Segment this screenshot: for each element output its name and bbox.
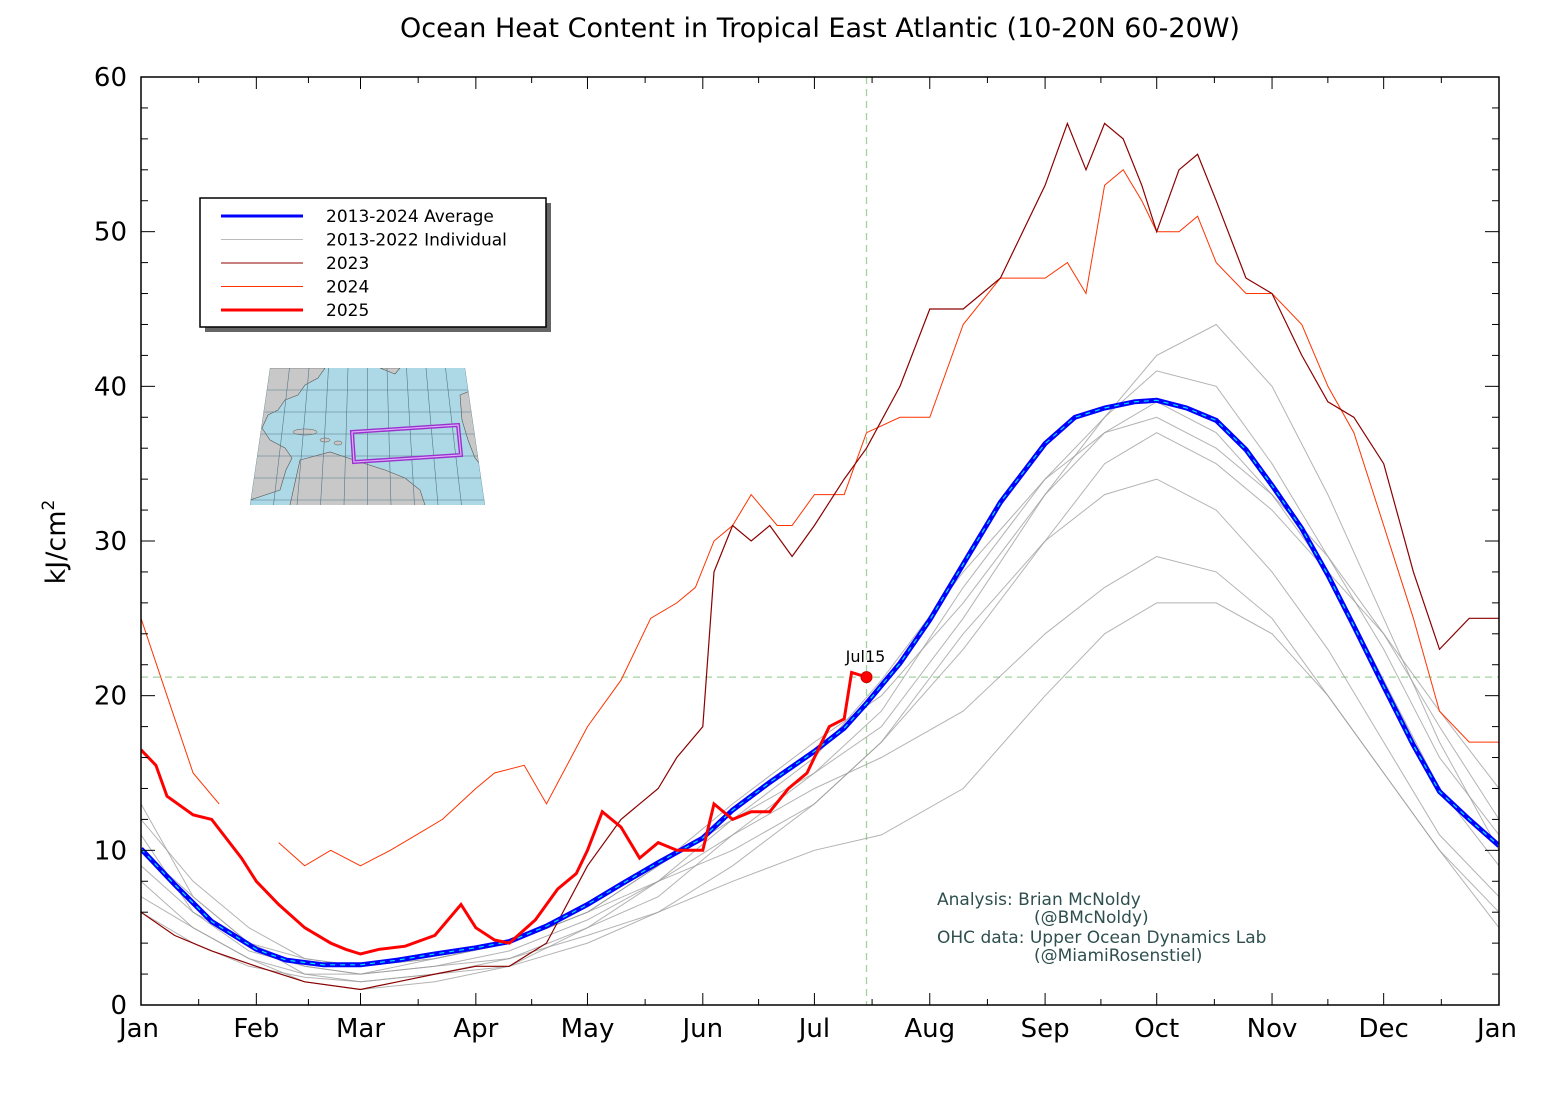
y-tick-label: 40 xyxy=(94,372,127,402)
series-2025-line xyxy=(141,670,867,956)
y-axis-label: kJ/cm2 xyxy=(39,500,72,585)
x-tick-label: Aug xyxy=(904,1014,955,1044)
x-tick-label: Mar xyxy=(336,1014,385,1044)
x-tick-label: Oct xyxy=(1134,1014,1179,1044)
x-tick-label: Feb xyxy=(233,1014,279,1044)
series-individual-line-6 xyxy=(141,602,1499,975)
legend-label: 2013-2022 Individual xyxy=(326,231,507,251)
legend: 2013-2024 Average 2013-2022 Individual 202… xyxy=(199,197,551,332)
x-tick-label: May xyxy=(561,1014,615,1044)
credit-ohc-handle: (@MiamiRosenstiel) xyxy=(1034,946,1202,966)
legend-label: 2013-2024 Average xyxy=(326,207,494,227)
series-layer xyxy=(141,121,1499,991)
x-tick-label: Jan xyxy=(117,1014,159,1044)
map-land-north-america xyxy=(250,368,326,501)
y-tick-label: 0 xyxy=(110,991,127,1021)
map-region-box-inner xyxy=(351,424,462,463)
credit-analysis-handle: (@BMcNoldy) xyxy=(1034,908,1149,928)
series-2023-line xyxy=(141,121,1499,991)
credit-ohc-data: OHC data: Upper Ocean Dynamics Lab xyxy=(937,928,1266,948)
map-meridian xyxy=(296,368,310,505)
x-tick-label: Jun xyxy=(680,1014,723,1044)
series-individual-line-4 xyxy=(141,555,1499,975)
current-marker-layer: Jul15 xyxy=(845,647,886,684)
current-value-marker xyxy=(860,671,873,684)
map-meridian xyxy=(273,368,290,505)
y-tick-label: 50 xyxy=(94,218,127,248)
y-tick-label: 20 xyxy=(94,682,127,712)
y-tick-labels: 0 10 20 30 40 50 60 xyxy=(94,63,127,1021)
x-tick-label: Jul xyxy=(797,1014,830,1044)
map-meridian xyxy=(425,368,439,505)
series-2024-segment-2 xyxy=(278,169,1499,867)
x-tick-labels: Jan Feb Mar Apr May Jun Jul Aug Sep Oct Nov Dec Jan xyxy=(117,1014,1517,1044)
current-date-label: Jul15 xyxy=(845,647,886,666)
y-tick-label: 30 xyxy=(94,527,127,557)
x-tick-label: Nov xyxy=(1247,1014,1298,1044)
series-2024-segment-1 xyxy=(141,618,220,805)
axis-ticks xyxy=(140,76,1500,1006)
reference-lines xyxy=(141,77,1499,1005)
series-average-highlight xyxy=(141,399,1499,966)
x-tick-label: Dec xyxy=(1359,1014,1409,1044)
credits: Analysis: Brian McNoldy (@BMcNoldy) OHC … xyxy=(937,890,1266,966)
series-individual-line-7 xyxy=(141,323,1499,975)
legend-label: 2024 xyxy=(326,278,369,298)
legend-label: 2023 xyxy=(326,254,369,274)
y-tick-label: 60 xyxy=(94,63,127,93)
map-land-south-america xyxy=(289,451,426,505)
map-caribbean-islands xyxy=(292,428,343,446)
x-tick-label: Jan xyxy=(1475,1014,1517,1044)
map-meridian xyxy=(343,368,349,505)
map-meridian xyxy=(320,368,329,505)
x-tick-label: Apr xyxy=(453,1014,498,1044)
series-individual-line-1 xyxy=(141,478,1499,983)
series-individual-line-8 xyxy=(141,432,1499,967)
map-meridian xyxy=(406,368,415,505)
chart-title: Ocean Heat Content in Tropical East Atla… xyxy=(400,13,1240,44)
credit-analysis: Analysis: Brian McNoldy xyxy=(937,890,1141,910)
map-meridian xyxy=(445,368,462,505)
legend-label: 2025 xyxy=(326,301,369,321)
y-tick-label: 10 xyxy=(94,836,127,866)
map-land-greenland xyxy=(379,368,401,375)
x-tick-label: Sep xyxy=(1021,1014,1070,1044)
map-meridian xyxy=(386,368,392,505)
inset-region-map xyxy=(250,368,485,505)
